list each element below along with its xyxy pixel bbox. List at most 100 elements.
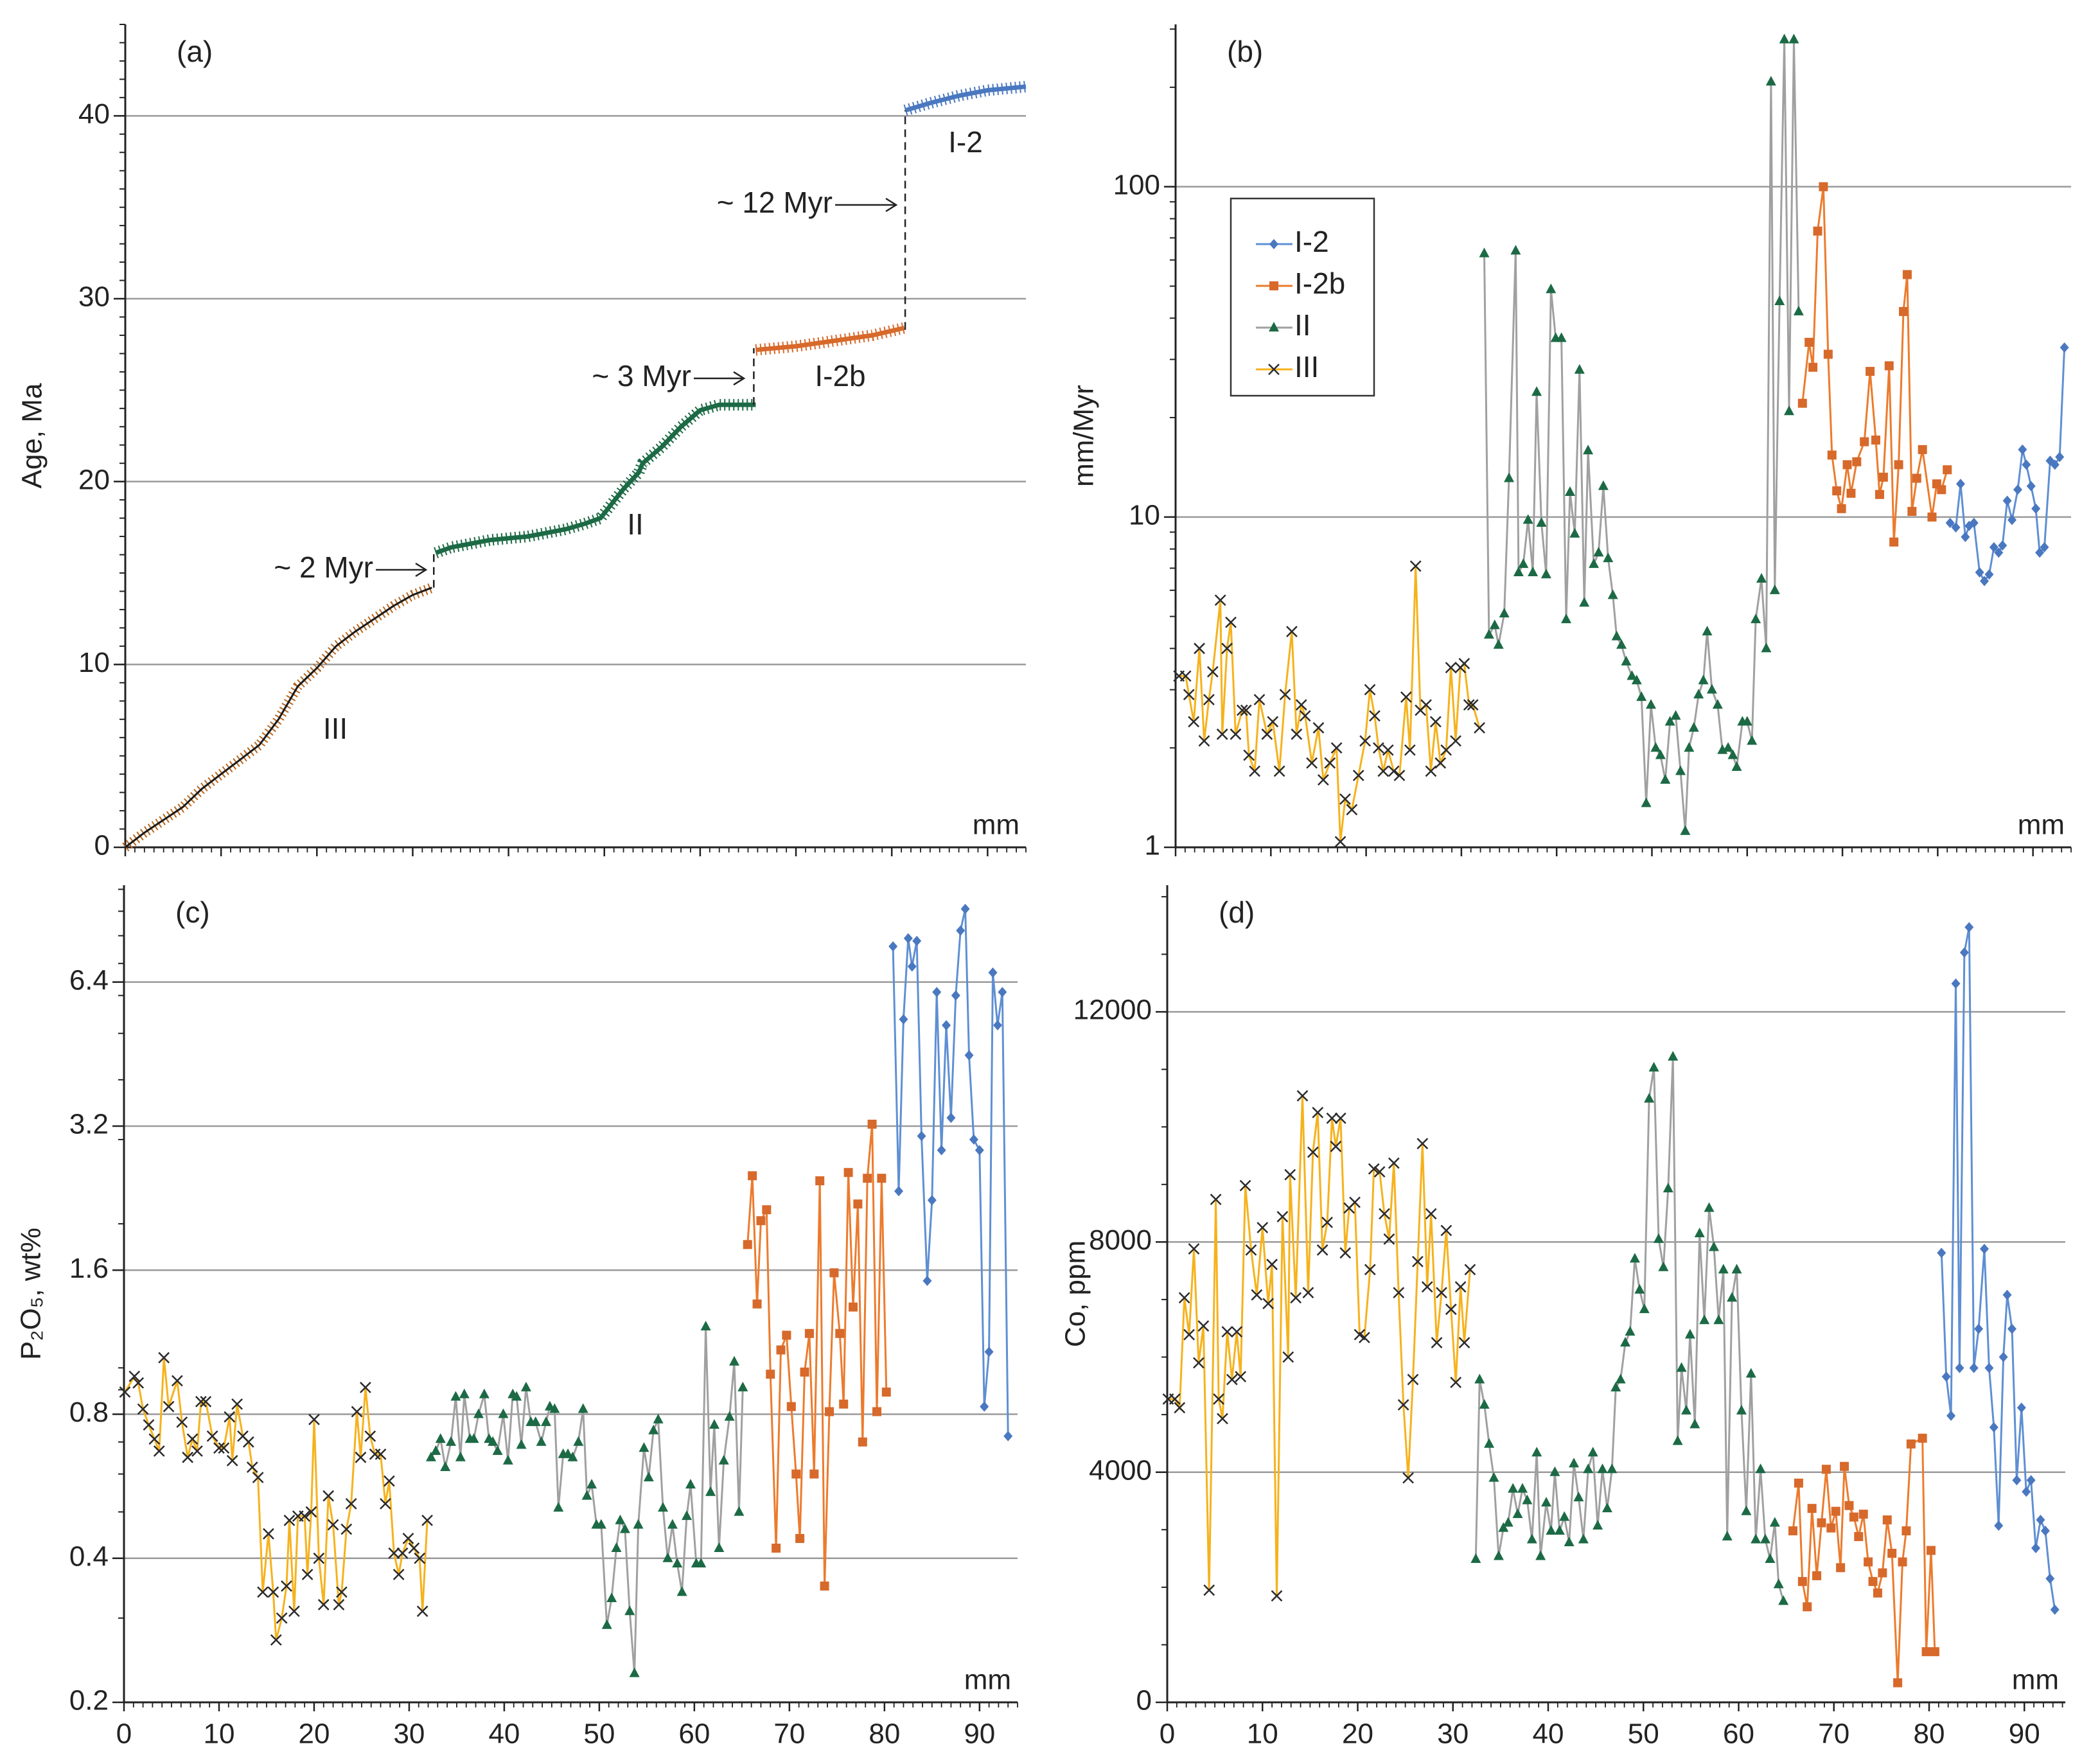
diamond-marker bbox=[927, 1195, 937, 1206]
diamond-marker bbox=[1989, 542, 1998, 552]
diamond-marker bbox=[1955, 1363, 1964, 1373]
x-marker-stroke bbox=[1193, 1357, 1204, 1369]
x-marker bbox=[1412, 1255, 1424, 1267]
x-marker-stroke bbox=[313, 1552, 325, 1564]
y-axis-title: Age, Ma bbox=[17, 383, 48, 488]
x-marker bbox=[1295, 699, 1307, 711]
diamond-marker bbox=[1941, 1371, 1951, 1382]
triangle-marker bbox=[1549, 1466, 1560, 1476]
x-marker bbox=[1230, 728, 1242, 740]
x-marker bbox=[1262, 1298, 1275, 1310]
diamond-marker bbox=[1937, 1248, 1946, 1258]
x-marker-stroke bbox=[299, 1510, 311, 1522]
x-marker-stroke bbox=[1407, 1373, 1419, 1386]
x-marker-stroke bbox=[1284, 1169, 1296, 1181]
square-marker bbox=[843, 1168, 853, 1177]
square-marker bbox=[1831, 1506, 1840, 1516]
x-marker-stroke bbox=[364, 1430, 376, 1442]
triangle-marker bbox=[1625, 1326, 1636, 1336]
x-marker bbox=[396, 1547, 409, 1559]
x-marker-stroke bbox=[1352, 770, 1364, 782]
triangle-marker bbox=[1769, 1517, 1780, 1527]
y-tick-label: 1.6 bbox=[69, 1253, 109, 1284]
triangle-marker bbox=[1660, 774, 1671, 784]
x-marker bbox=[1286, 626, 1298, 638]
square-marker bbox=[1894, 460, 1903, 470]
x-marker bbox=[393, 1569, 405, 1580]
x-marker bbox=[1282, 1351, 1294, 1363]
x-marker bbox=[288, 1605, 300, 1618]
diamond-marker bbox=[1961, 531, 1970, 542]
triangle-marker bbox=[1680, 825, 1691, 835]
x-marker bbox=[1388, 1157, 1400, 1169]
diamond-marker bbox=[956, 925, 966, 936]
x-marker-stroke bbox=[246, 1461, 258, 1473]
x-tick-label: 60 bbox=[678, 1718, 710, 1750]
x-marker-stroke bbox=[1262, 1298, 1275, 1310]
triangle-marker bbox=[1578, 1533, 1589, 1544]
x-tick-label: 0 bbox=[116, 1718, 132, 1750]
x-marker-stroke bbox=[128, 1370, 141, 1382]
x-marker-stroke bbox=[1436, 1287, 1447, 1299]
x-marker-stroke bbox=[288, 1605, 300, 1618]
panel-a: 0 10 20 30 40 (a) mm Age, Ma ~ 12 Myr ~ 3 Myr ~ 2 … bbox=[17, 24, 1027, 861]
square-marker bbox=[1937, 485, 1946, 495]
x-marker bbox=[1188, 716, 1200, 728]
triangle-marker bbox=[1607, 1463, 1618, 1474]
x-marker-stroke bbox=[1429, 716, 1442, 728]
x-marker bbox=[1221, 642, 1233, 655]
triangle-marker bbox=[629, 1667, 640, 1677]
x-marker-stroke bbox=[416, 1605, 428, 1618]
diamond-marker bbox=[2040, 1526, 2050, 1537]
diamond-marker bbox=[2050, 1604, 2060, 1615]
x-marker bbox=[1296, 1089, 1309, 1102]
triangle-marker bbox=[1603, 552, 1614, 563]
x-marker-stroke bbox=[1206, 666, 1219, 678]
triangle-marker bbox=[1722, 1531, 1733, 1541]
x-marker-stroke bbox=[1296, 1089, 1309, 1102]
x-marker-stroke bbox=[1312, 1106, 1324, 1118]
x-marker-stroke bbox=[1251, 1289, 1263, 1301]
x-marker bbox=[1458, 1337, 1470, 1349]
x-marker bbox=[1358, 1332, 1370, 1343]
square-marker bbox=[1821, 1465, 1831, 1474]
diamond-marker bbox=[2035, 547, 2045, 558]
x-tick-label: 20 bbox=[298, 1718, 330, 1750]
x-tick-label: 40 bbox=[1533, 1718, 1564, 1750]
square-marker bbox=[1901, 1526, 1911, 1536]
x-marker bbox=[1388, 765, 1400, 777]
x-marker bbox=[242, 1436, 254, 1448]
x-marker-stroke bbox=[176, 1416, 188, 1428]
x-marker bbox=[1317, 774, 1329, 786]
x-marker bbox=[1194, 642, 1205, 655]
unit-label-I-2b: I-2b bbox=[815, 359, 865, 392]
triangle-marker bbox=[573, 1436, 584, 1446]
triangle-marker bbox=[1639, 1303, 1650, 1314]
diamond-marker bbox=[1998, 1352, 2008, 1363]
diamond-marker bbox=[993, 1019, 1002, 1030]
x-marker bbox=[1383, 1233, 1395, 1245]
triangle-marker bbox=[1554, 1525, 1565, 1535]
triangle-marker bbox=[1793, 305, 1804, 315]
triangle-marker bbox=[479, 1388, 490, 1398]
square-marker bbox=[1884, 361, 1894, 371]
diamond-marker bbox=[1003, 1431, 1013, 1442]
triangle-marker bbox=[737, 1381, 748, 1391]
y-axis-title: P₂O₅, wt% bbox=[15, 1228, 47, 1360]
x-marker bbox=[1312, 1106, 1324, 1118]
square-marker bbox=[820, 1581, 829, 1591]
x-marker bbox=[1349, 1196, 1361, 1208]
triangle-marker bbox=[502, 1454, 513, 1465]
x-marker bbox=[1183, 1328, 1195, 1341]
diamond-marker bbox=[969, 1134, 978, 1145]
triangle-marker bbox=[1684, 1328, 1695, 1339]
square-marker bbox=[756, 1216, 766, 1226]
x-marker-stroke bbox=[1425, 1208, 1437, 1220]
x-marker bbox=[1364, 1264, 1376, 1276]
series-III bbox=[1173, 560, 1485, 848]
triangle-marker bbox=[1546, 1525, 1557, 1535]
diamond-marker bbox=[946, 1113, 956, 1124]
triangle-marker bbox=[1503, 1517, 1513, 1527]
y-tick-label: 0.2 bbox=[69, 1685, 109, 1716]
